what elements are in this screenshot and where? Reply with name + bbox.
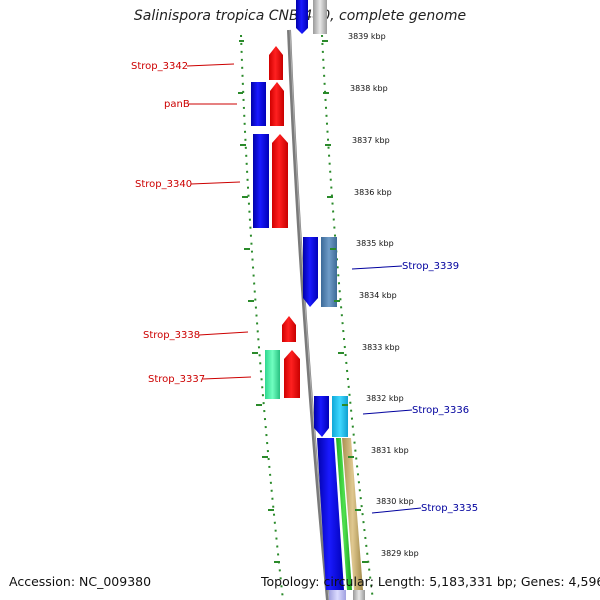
gene-strop-3342 [269,46,283,80]
gene-label-strop-3339: Strop_3339 [402,261,459,272]
tick-label: 3839 kbp [348,32,386,41]
tick-label: 3831 kbp [371,446,409,455]
tick-label: 3832 kbp [366,394,404,403]
tick-label: 3837 kbp [352,136,390,145]
accession-text: Accession: NC_009380 [9,574,152,589]
gene-strop-3336 [332,396,348,437]
tick-label: 3835 kbp [356,239,394,248]
gene-label-strop-3336: Strop_3336 [412,405,469,416]
gene-strop-3339 [321,237,337,307]
tick-label: 3834 kbp [359,291,397,300]
gene-strop-3335-blue [317,438,344,590]
gene-label-strop-3340: Strop_3340 [135,179,192,190]
ruler-tick-labels: 3839 kbp 3838 kbp 3837 kbp 3836 kbp 3835… [348,32,419,558]
gene-top-blue [296,0,308,34]
gene-strop-3339-blue [303,237,318,307]
gene-strop-3340-blue [253,134,269,228]
right-ruler-dashes [322,40,368,563]
gene-label-strop-3335: Strop_3335 [421,503,478,514]
gene-top-grey [313,0,327,34]
gene-strop-3335 [342,438,363,590]
gene-strop-3338 [282,316,296,342]
right-gene-labels: Strop_3339 Strop_3336 Strop_3335 [351,261,478,514]
gene-strop-3337-red [284,350,300,398]
gene-panb [270,82,284,126]
tick-label: 3833 kbp [362,343,400,352]
gene-label-strop-3342: Strop_3342 [131,61,188,72]
genome-info-text: Topology: circular; Length: 5,183,331 bp… [261,574,600,589]
gene-label-strop-3338: Strop_3338 [143,330,200,341]
gene-panb-blue [251,82,266,126]
left-ruler-dashes [238,40,280,563]
genome-backbone [287,29,330,600]
gene-bottom-grey [353,590,365,600]
gene-bottom-lavender [329,590,346,600]
tick-label: 3838 kbp [350,84,388,93]
tick-label: 3830 kbp [376,497,414,506]
gene-strop-3340 [272,134,288,228]
gene-strop-3335-green [336,438,352,590]
gene-label-strop-3337: Strop_3337 [148,374,205,385]
tick-label: 3836 kbp [354,188,392,197]
gene-strop-3337 [265,350,280,399]
left-gene-labels: Strop_3342 panB Strop_3340 Strop_3338 St… [131,61,252,385]
tick-label: 3829 kbp [381,549,419,558]
gene-strop-3336-blue [314,396,329,437]
gene-label-panb: panB [164,99,190,110]
